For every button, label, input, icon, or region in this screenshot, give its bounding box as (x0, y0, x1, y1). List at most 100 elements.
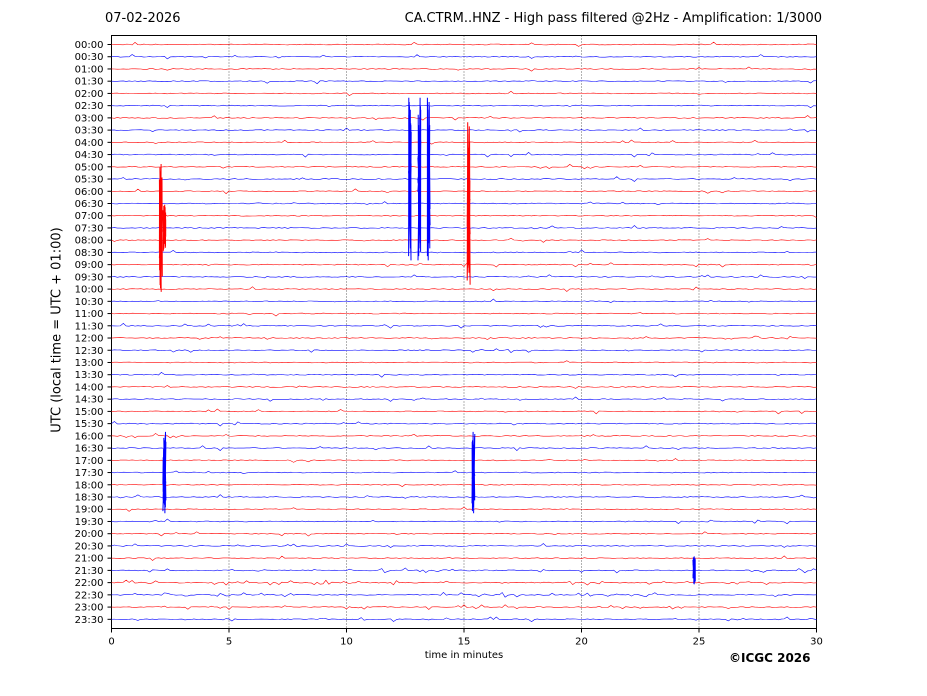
y-tick-label: 18:00 (75, 480, 104, 491)
trace-03:00 (111, 115, 817, 121)
trace-15:30 (111, 421, 817, 427)
y-tick-label: 07:30 (75, 223, 104, 234)
y-tick-label: 01:30 (75, 77, 104, 88)
trace-23:30 (111, 616, 817, 623)
x-tick-label: 20 (575, 637, 588, 648)
trace-10:00 (111, 286, 817, 292)
y-tick-label: 23:00 (75, 603, 104, 614)
trace-12:00 (111, 335, 817, 340)
trace-16:00 (111, 433, 817, 439)
seismic-event (417, 97, 422, 261)
trace-07:30 (111, 225, 817, 230)
x-tick-label: 5 (226, 637, 232, 648)
y-tick-label: 22:30 (75, 590, 104, 601)
y-tick-label: 16:00 (75, 431, 104, 442)
trace-17:00 (111, 458, 817, 463)
trace-08:30 (111, 249, 817, 254)
y-tick-label: 06:30 (75, 199, 104, 210)
trace-14:30 (111, 396, 817, 402)
y-tick-label: 12:30 (75, 346, 104, 357)
trace-23:00 (111, 604, 817, 610)
seismic-event (692, 556, 696, 585)
trace-04:30 (111, 152, 817, 158)
y-tick-label: 02:30 (75, 101, 104, 112)
trace-13:00 (111, 360, 817, 364)
y-tick-label: 08:00 (75, 236, 104, 247)
trace-06:00 (111, 188, 817, 195)
y-tick-label: 02:00 (75, 89, 104, 100)
y-tick-label: 05:30 (75, 175, 104, 186)
y-tick-label: 12:00 (75, 334, 104, 345)
y-tick-label: 11:30 (75, 321, 104, 332)
y-tick-label: 03:30 (75, 126, 104, 137)
trace-00:00 (111, 41, 817, 47)
trace-group (111, 41, 817, 623)
trace-09:00 (111, 262, 817, 268)
trace-09:30 (111, 274, 817, 279)
y-tick-label: 15:30 (75, 419, 104, 430)
y-tick-label: 05:00 (75, 162, 104, 173)
y-tick-label: 09:00 (75, 260, 104, 271)
y-tick-label: 11:00 (75, 309, 104, 320)
grid-lines (228, 35, 700, 629)
y-tick-label: 01:00 (75, 64, 104, 75)
y-tick-label: 16:30 (75, 444, 104, 455)
trace-02:30 (111, 104, 817, 109)
y-tick-label: 19:30 (75, 517, 104, 528)
x-tick-label: 0 (108, 637, 114, 648)
y-tick-label: 06:00 (75, 187, 104, 198)
seismic-event (408, 97, 412, 261)
x-tick-label: 15 (458, 637, 471, 648)
y-tick-label: 17:30 (75, 468, 104, 479)
trace-13:30 (111, 371, 817, 378)
y-tick-label: 20:30 (75, 541, 104, 552)
trace-04:00 (111, 139, 817, 145)
trace-01:00 (111, 66, 817, 72)
trace-17:30 (111, 470, 817, 475)
trace-12:30 (111, 348, 817, 353)
y-tick-label: 20:00 (75, 529, 104, 540)
y-tick-label: 08:30 (75, 248, 104, 259)
y-tick-label: 00:00 (75, 40, 104, 51)
trace-00:30 (111, 54, 817, 60)
trace-19:30 (111, 518, 817, 525)
trace-22:00 (111, 579, 817, 586)
chart-title: CA.CTRM..HNZ - High pass filtered @2Hz -… (404, 11, 822, 26)
trace-19:00 (111, 506, 817, 512)
y-tick-label: 09:30 (75, 272, 104, 283)
seismic-event (162, 431, 167, 514)
event-group (158, 97, 696, 585)
y-tick-label: 07:00 (75, 211, 104, 222)
y-tick-label: 04:30 (75, 150, 104, 161)
y-tick-label: 23:30 (75, 615, 104, 626)
trace-22:30 (111, 592, 817, 598)
trace-10:30 (111, 298, 817, 303)
x-tick-label: 30 (810, 637, 823, 648)
trace-14:00 (111, 385, 817, 389)
trace-21:00 (111, 555, 817, 561)
trace-08:00 (111, 237, 817, 243)
y-tick-label: 18:30 (75, 493, 104, 504)
trace-05:30 (111, 176, 817, 182)
seismic-event (426, 97, 431, 261)
trace-06:30 (111, 201, 817, 205)
x-tick-label: 10 (340, 637, 353, 648)
trace-07:00 (111, 213, 817, 218)
y-tick-label: 21:00 (75, 554, 104, 565)
y-tick-label: 17:00 (75, 456, 104, 467)
y-tick-label: 10:30 (75, 297, 104, 308)
trace-18:30 (111, 494, 817, 499)
trace-01:30 (111, 80, 817, 85)
trace-15:00 (111, 408, 817, 415)
chart-date: 07-02-2026 (105, 11, 181, 26)
seismic-event (471, 431, 476, 514)
y-tick-label: 15:00 (75, 407, 104, 418)
trace-05:00 (111, 164, 817, 170)
seismic-event (466, 122, 471, 285)
trace-11:30 (111, 323, 817, 329)
trace-20:30 (111, 543, 817, 548)
trace-16:30 (111, 445, 817, 451)
y-tick-label: 14:00 (75, 382, 104, 393)
